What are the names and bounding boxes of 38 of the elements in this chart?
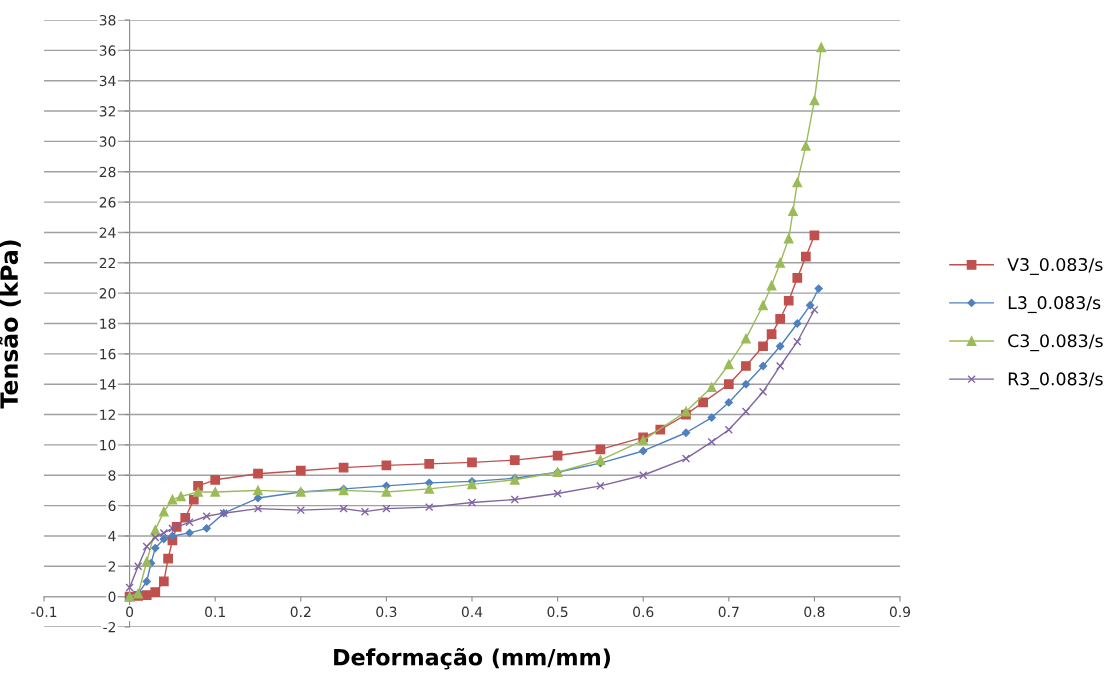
legend-label: L3_0.083/s xyxy=(1008,296,1101,314)
y-tick-label: 22 xyxy=(99,257,116,269)
y-tick-label: 16 xyxy=(100,348,116,360)
y-tick-label: 28 xyxy=(99,166,116,178)
x-tick-label: 0 xyxy=(126,606,134,618)
y-tick-label: 30 xyxy=(99,136,116,147)
y-tick-label: 24 xyxy=(99,227,116,238)
y-tick-label: 26 xyxy=(99,197,116,208)
legend-label: R3_0.083/s xyxy=(1008,372,1103,390)
y-axis-title: Tensão (kPa) xyxy=(0,240,21,409)
y-tick-label: 38 xyxy=(99,14,116,26)
y-tick-label: 4 xyxy=(108,531,116,542)
legend-label: C3_0.083/s xyxy=(1008,334,1103,352)
x-tick-label: 0.5 xyxy=(547,606,568,618)
y-tick-label: 2 xyxy=(108,561,116,572)
x-tick-label: 0.7 xyxy=(718,606,739,618)
y-tick-label: 10 xyxy=(100,439,116,451)
y-tick-label: 12 xyxy=(100,409,116,420)
x-axis-title: Deformação (mm/mm) xyxy=(334,647,610,670)
y-tick-label: 0 xyxy=(108,591,116,603)
x-tick-label: 0.9 xyxy=(889,606,911,618)
y-tick-label: -2 xyxy=(103,621,116,633)
x-tick-label: 0.3 xyxy=(376,606,397,618)
x-tick-label: 0.8 xyxy=(804,606,825,618)
x-tick-label: 0.6 xyxy=(633,606,654,618)
y-tick-label: 8 xyxy=(108,470,116,481)
y-tick-label: 20 xyxy=(99,288,116,299)
x-tick-label: 0.4 xyxy=(461,606,483,618)
y-tick-label: 32 xyxy=(99,106,116,117)
x-tick-label: 0.1 xyxy=(205,606,225,618)
y-tick-label: 36 xyxy=(99,45,116,56)
y-tick-label: 34 xyxy=(99,75,116,87)
legend-label: V3_0.083/s xyxy=(1007,257,1103,275)
y-tick-label: 14 xyxy=(100,379,116,390)
x-tick-label: 0.2 xyxy=(290,606,311,618)
x-tick-label: -0.1 xyxy=(31,606,57,618)
y-tick-label: 18 xyxy=(100,318,116,329)
y-tick-label: 6 xyxy=(108,500,116,512)
